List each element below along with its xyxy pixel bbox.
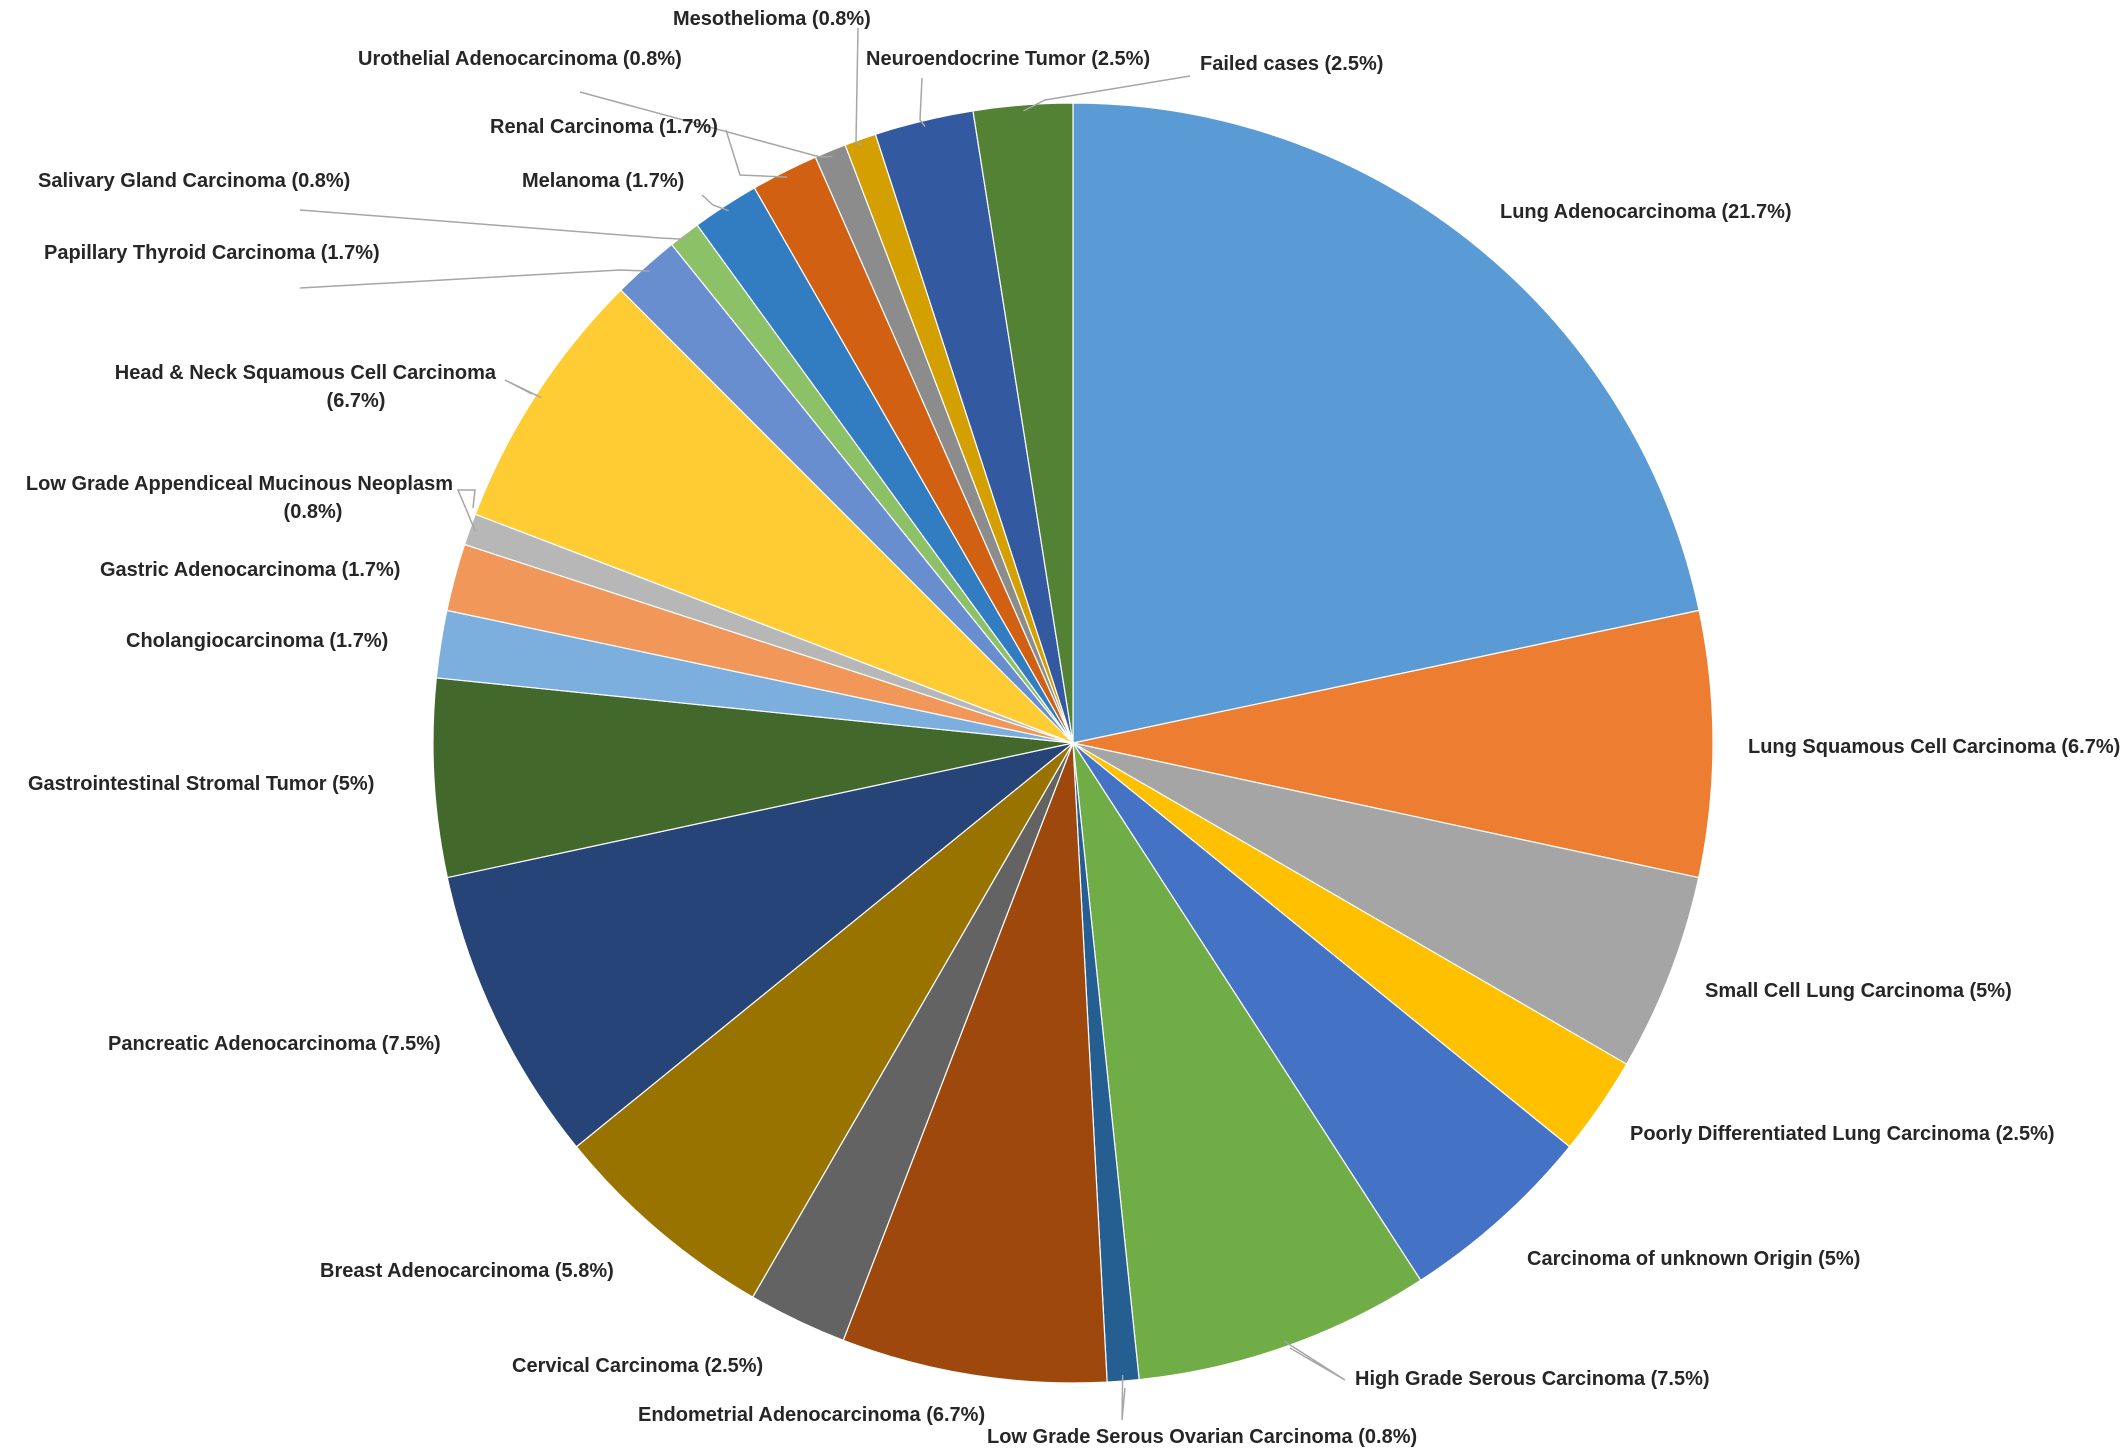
leader-line <box>725 129 788 178</box>
slice-label-line: (6.7%) <box>327 390 386 412</box>
slice-label: Papillary Thyroid Carcinoma (1.7%) <box>44 242 380 264</box>
pie-slice <box>432 677 1074 879</box>
slice-label: Cervical Carcinoma (2.5%) <box>512 1355 763 1377</box>
slice-label: Pancreatic Adenocarcinoma (7.5%) <box>108 1033 441 1055</box>
leader-line <box>1283 1340 1346 1381</box>
pie-slice <box>575 742 1074 1298</box>
slice-labels: Lung Adenocarcinoma (21.7%) Lung Squamous… <box>26 8 2120 1448</box>
slice-label-line: Head & Neck Squamous Cell Carcinoma <box>115 362 497 384</box>
pie-slice <box>1072 742 1422 1381</box>
slice-label: Low Grade Appendiceal Mucinous Neoplasm (… <box>26 473 453 523</box>
pie-slice <box>1072 102 1700 744</box>
pie-slice <box>1072 742 1700 1065</box>
slice-label-line: (0.8%) <box>284 501 343 523</box>
leader-line <box>299 269 650 289</box>
slice-label: Poorly Differentiated Lung Carcinoma (2.… <box>1630 1123 2055 1145</box>
slice-label: Mesothelioma (0.8%) <box>673 8 871 30</box>
slice-label: Neuroendocrine Tumor (2.5%) <box>866 48 1150 70</box>
slice-label: Small Cell Lung Carcinoma (5%) <box>1705 980 2012 1002</box>
slice-label: High Grade Serous Carcinoma (7.5%) <box>1355 1368 1710 1390</box>
leader-line <box>1022 75 1191 112</box>
slice-label: Gastric Adenocarcinoma (1.7%) <box>100 559 400 581</box>
leader-line <box>701 194 729 212</box>
pie-slices <box>432 102 1714 1384</box>
slice-label: Lung Squamous Cell Carcinoma (6.7%) <box>1748 736 2120 758</box>
slice-label: Gastrointestinal Stromal Tumor (5%) <box>28 773 374 795</box>
slice-label: Urothelial Adenocarcinoma (0.8%) <box>358 48 682 70</box>
leader-line <box>1121 1374 1126 1421</box>
leader-line <box>504 379 542 399</box>
leader-line <box>919 77 926 127</box>
pie-slice <box>972 102 1074 744</box>
slice-label: Lung Adenocarcinoma (21.7%) <box>1500 201 1792 223</box>
slice-label: Salivary Gland Carcinoma (0.8%) <box>38 170 350 192</box>
slice-label-line: Low Grade Appendiceal Mucinous Neoplasm <box>26 473 453 495</box>
slice-label: Carcinoma of unknown Origin (5%) <box>1527 1248 1860 1270</box>
pie-slice <box>1072 742 1571 1282</box>
slice-label: Endometrial Adenocarcinoma (6.7%) <box>638 1404 985 1426</box>
slice-label: Failed cases (2.5%) <box>1200 53 1383 75</box>
leader-line <box>456 489 477 532</box>
slice-label: Head & Neck Squamous Cell Carcinoma (6.7%… <box>115 362 497 412</box>
leader-line <box>855 27 863 146</box>
pie-slice <box>1072 609 1714 879</box>
slice-label: Melanoma (1.7%) <box>522 170 684 192</box>
leader-lines <box>299 27 1346 1421</box>
slice-label: Cholangiocarcinoma (1.7%) <box>126 630 388 652</box>
leader-line <box>299 209 688 241</box>
slice-label: Breast Adenocarcinoma (5.8%) <box>320 1260 614 1282</box>
slice-label: Low Grade Serous Ovarian Carcinoma (0.8%… <box>987 1426 1417 1448</box>
leader-line <box>579 91 833 158</box>
slice-label: Renal Carcinoma (1.7%) <box>490 116 718 138</box>
pie-slice <box>842 742 1108 1384</box>
